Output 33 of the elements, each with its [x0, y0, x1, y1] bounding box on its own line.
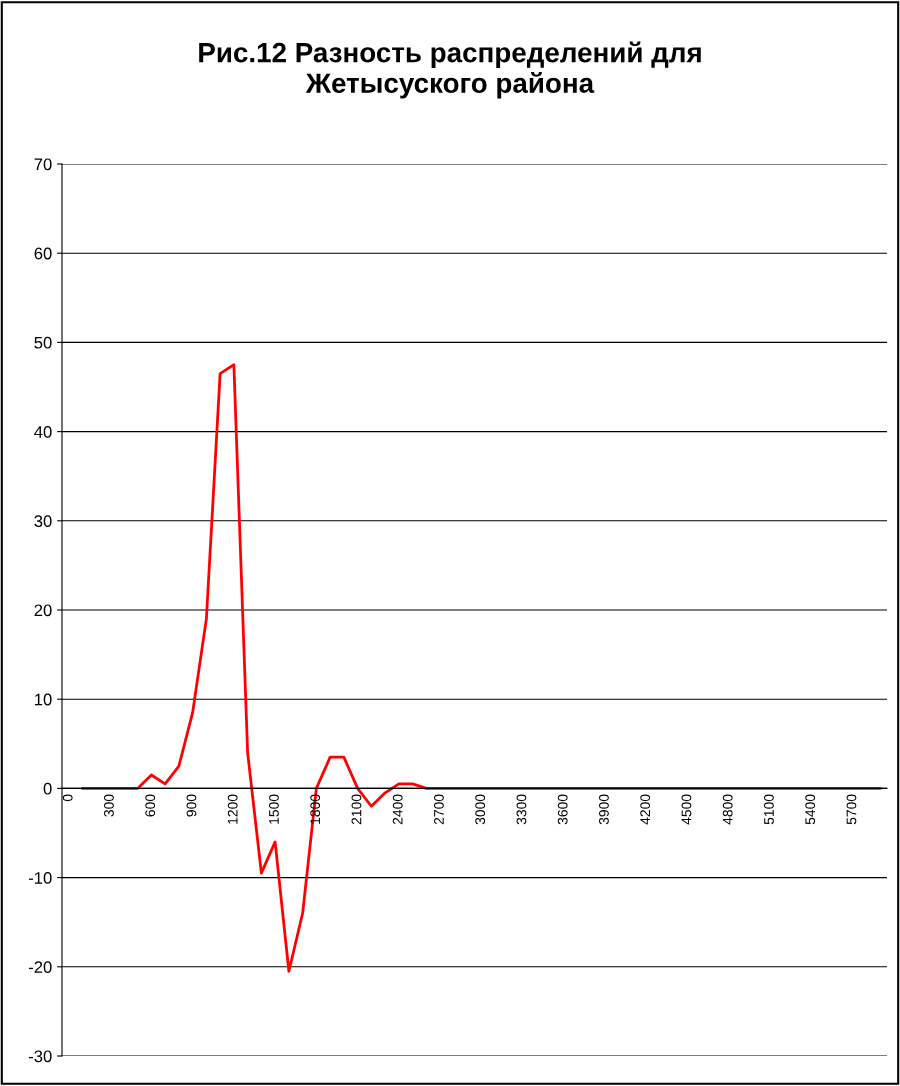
x-tick-label: 3600 [557, 794, 568, 825]
x-tick-label: 5400 [805, 794, 816, 825]
x-tick-label: 4200 [640, 794, 651, 825]
x-tick-label: 3000 [475, 794, 486, 825]
x-tick-label: 2400 [392, 794, 403, 825]
x-tick-label: 4500 [681, 794, 692, 825]
x-tick-label: 5700 [846, 794, 857, 825]
x-tick-label: 4800 [722, 794, 733, 825]
x-tick-label: 1800 [310, 794, 321, 824]
x-tick-label: 2700 [434, 794, 444, 825]
x-tick-label: 2100 [351, 794, 362, 825]
y-tick-label: 10 [35, 693, 52, 706]
y-tick-label: 40 [34, 426, 52, 438]
x-tick-label: 3300 [516, 794, 527, 825]
x-tick-label: 5100 [764, 794, 774, 825]
line-series [81, 363, 882, 973]
x-tick-label: 300 [104, 794, 114, 817]
y-tick-label: -10 [28, 872, 52, 884]
y-tick-label: -30 [28, 1050, 52, 1063]
y-tick-label: 50 [34, 336, 52, 349]
x-tick-label: 1500 [269, 794, 279, 824]
x-tick-label: 900 [186, 794, 197, 817]
x-tick-label: 1200 [227, 794, 238, 824]
chart-title: Рис.12 Разность распределений для Жетысуского района [199, 41, 701, 99]
y-tick-label: 70 [34, 158, 52, 171]
y-tick-label: 20 [34, 604, 52, 617]
y-tick-label: 60 [34, 247, 52, 260]
x-tick-label: 600 [145, 794, 156, 817]
x-tick-label: 3900 [599, 794, 609, 825]
y-tick-label: 30 [34, 515, 52, 527]
y-tick-label: 0 [43, 782, 52, 795]
y-tick-label: -20 [28, 961, 52, 973]
x-tick-label: 0 [62, 794, 73, 802]
